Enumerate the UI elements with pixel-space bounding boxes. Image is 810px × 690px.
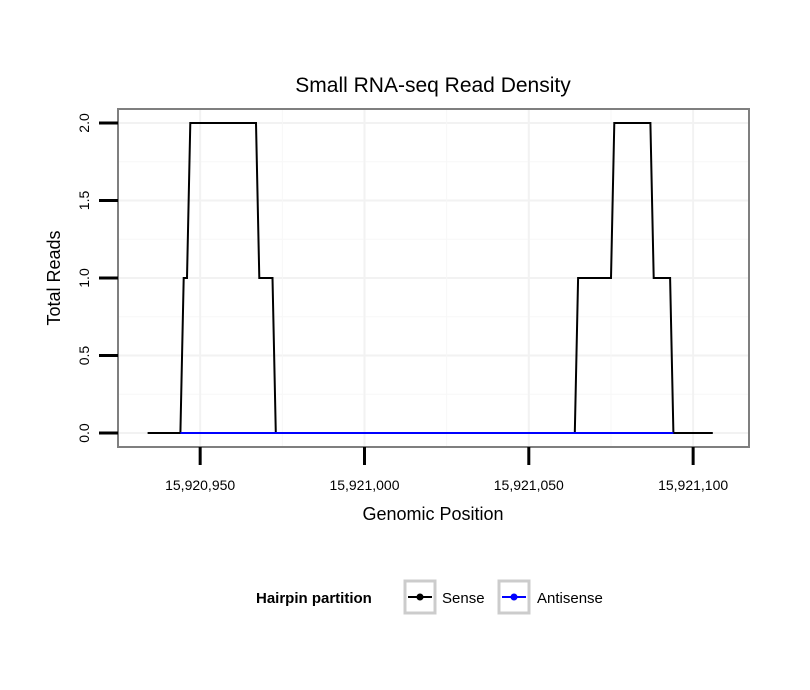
x-tick-label: 15,921,050 (494, 477, 564, 493)
chart-title: Small RNA-seq Read Density (295, 74, 571, 97)
x-tick-label: 15,921,100 (658, 477, 728, 493)
legend: Hairpin partition Sense Antisense (256, 579, 603, 615)
y-tick-label: 0.5 (76, 346, 92, 366)
x-tick-label: 15,921,000 (329, 477, 399, 493)
legend-key-dot (416, 593, 424, 601)
y-tick-label: 1.0 (76, 268, 92, 288)
y-tick-label: 1.5 (76, 191, 92, 211)
y-tick-label: 0.0 (76, 423, 92, 443)
x-tick-label: 15,920,950 (165, 477, 235, 493)
legend-key-dot (510, 593, 518, 601)
legend-entry-antisense: Antisense (537, 590, 603, 607)
legend-title: Hairpin partition (256, 590, 372, 607)
x-axis-label: Genomic Position (362, 504, 503, 524)
legend-entry-sense: Sense (442, 590, 485, 607)
y-axis-label: Total Reads (44, 230, 64, 325)
y-tick-label: 2.0 (76, 113, 92, 133)
